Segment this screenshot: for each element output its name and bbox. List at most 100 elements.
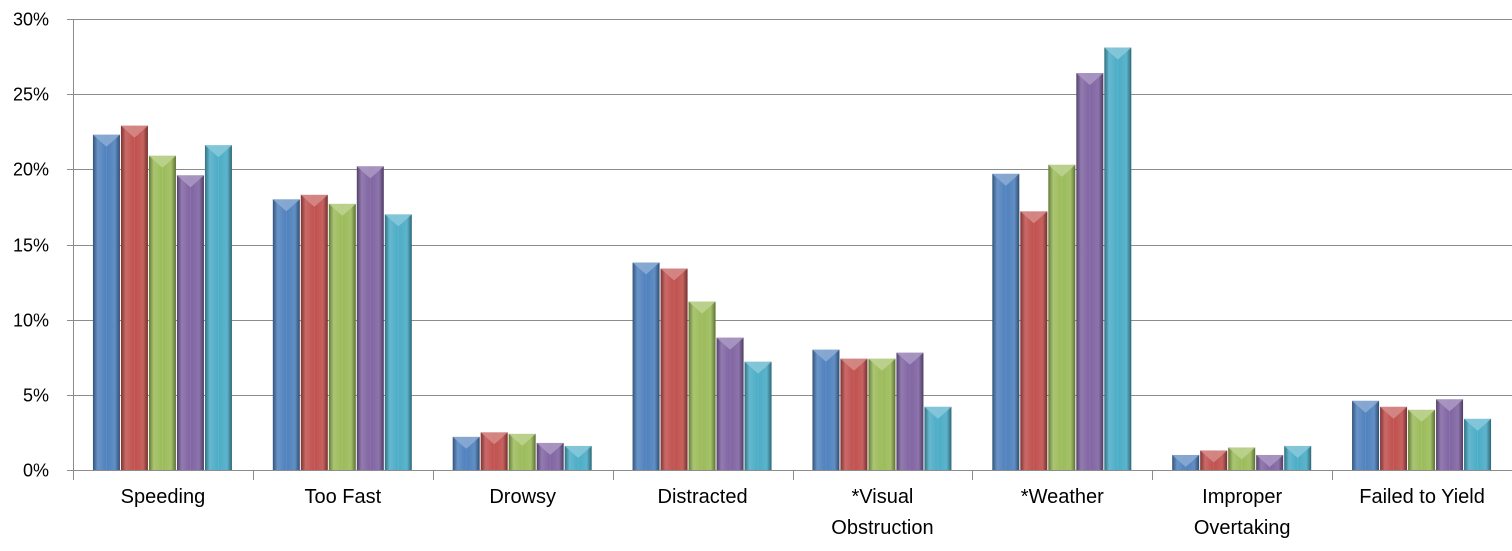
bar-bevel: [176, 175, 204, 188]
bar-bevel: [508, 433, 536, 446]
bar: [536, 442, 564, 470]
bar-bevel: [1256, 454, 1284, 467]
bar: [1020, 211, 1048, 470]
bar-bevel: [148, 155, 176, 168]
bar-bevel: [1076, 73, 1104, 86]
bar: [1104, 47, 1132, 471]
x-category-label-line: Obstruction: [831, 517, 933, 539]
bar: [176, 175, 204, 470]
x-category-label: Too Fast: [304, 486, 381, 508]
bar-bevel: [92, 134, 120, 147]
bar-bevel: [272, 199, 300, 212]
bar: [1172, 454, 1200, 470]
x-category-label: Speeding: [121, 486, 206, 508]
bar: [632, 262, 660, 470]
bar: [508, 433, 536, 470]
x-category-label-line: Drowsy: [489, 486, 556, 508]
bar-bevel: [204, 145, 232, 158]
bar-bevel: [992, 173, 1020, 186]
bar: [564, 445, 592, 470]
y-tick-label: 15%: [13, 236, 49, 256]
bar-bevel: [356, 166, 384, 179]
bar-bevel: [120, 125, 148, 138]
bar-bevel: [1172, 454, 1200, 467]
bar: [924, 406, 952, 470]
y-tick-label: 10%: [13, 311, 49, 331]
bar: [272, 199, 300, 470]
bar: [120, 125, 148, 470]
bar: [384, 214, 412, 470]
x-category-label-line: *Weather: [1021, 486, 1104, 508]
bar-bevel: [1104, 47, 1132, 60]
x-category-label-line: Failed to Yield: [1359, 486, 1485, 508]
bar: [1380, 406, 1408, 470]
bar: [1284, 445, 1312, 470]
x-category-label-line: Distracted: [658, 486, 748, 508]
y-tick-label: 0%: [23, 461, 49, 481]
bar-bevel: [536, 442, 564, 455]
bar: [480, 432, 508, 470]
bar-bevel: [840, 358, 868, 371]
x-category-label: Failed to Yield: [1359, 486, 1485, 508]
bar: [92, 134, 120, 471]
bar: [1256, 454, 1284, 470]
bar-bevel: [924, 406, 952, 419]
x-category-label-line: Overtaking: [1194, 517, 1291, 539]
bar: [1352, 400, 1380, 470]
bar: [812, 349, 840, 470]
bar-bevel: [1200, 450, 1228, 463]
bar-bevel: [1408, 409, 1436, 422]
bar: [204, 145, 232, 470]
x-category-label: *Weather: [1021, 486, 1104, 508]
bar-bevel: [1228, 447, 1256, 460]
x-category-label-line: *Visual: [851, 486, 913, 508]
bar: [896, 352, 924, 470]
bar: [356, 166, 384, 470]
x-category-label: Distracted: [658, 486, 748, 508]
bar: [148, 155, 176, 470]
bar-bevel: [1284, 445, 1312, 458]
bar-bevel: [1436, 399, 1464, 412]
bar: [1228, 447, 1256, 470]
bar: [688, 301, 716, 470]
bar: [868, 358, 896, 470]
bar: [1048, 164, 1076, 470]
x-category-label: Improper Overtaking: [1194, 486, 1291, 539]
y-tick-label: 30%: [13, 10, 49, 30]
bar: [300, 194, 328, 470]
bar-bevel: [688, 301, 716, 314]
bar-bevel: [300, 194, 328, 207]
bar: [744, 361, 772, 470]
bar: [1076, 73, 1104, 471]
bar-bevel: [716, 337, 744, 350]
bar: [1200, 450, 1228, 470]
bar-bevel: [1464, 418, 1492, 431]
x-category-label: Drowsy: [489, 486, 556, 508]
bar-bevel: [328, 203, 356, 216]
bar: [840, 358, 868, 470]
bar: [1408, 409, 1436, 470]
bar-bevel: [1048, 164, 1076, 177]
x-category-label-line: Too Fast: [304, 486, 381, 508]
bar: [328, 203, 356, 470]
bar-bevel: [812, 349, 840, 362]
bar-bevel: [1352, 400, 1380, 413]
bar-bevel: [1020, 211, 1048, 224]
x-category-label-line: Speeding: [121, 486, 206, 508]
bar-bevel: [868, 358, 896, 371]
y-tick-label: 20%: [13, 160, 49, 180]
bar: [660, 268, 688, 470]
bar-bevel: [896, 352, 924, 365]
bar: [1436, 399, 1464, 470]
bar-bevel: [744, 361, 772, 374]
bar: [452, 436, 480, 470]
bar-bevel: [564, 445, 592, 458]
bar: [992, 173, 1020, 471]
y-tick-label: 5%: [23, 386, 49, 406]
bar-bevel: [480, 432, 508, 445]
bar-bevel: [384, 214, 412, 227]
y-tick-label: 25%: [13, 85, 49, 105]
x-category-label: *Visual Obstruction: [831, 486, 933, 539]
